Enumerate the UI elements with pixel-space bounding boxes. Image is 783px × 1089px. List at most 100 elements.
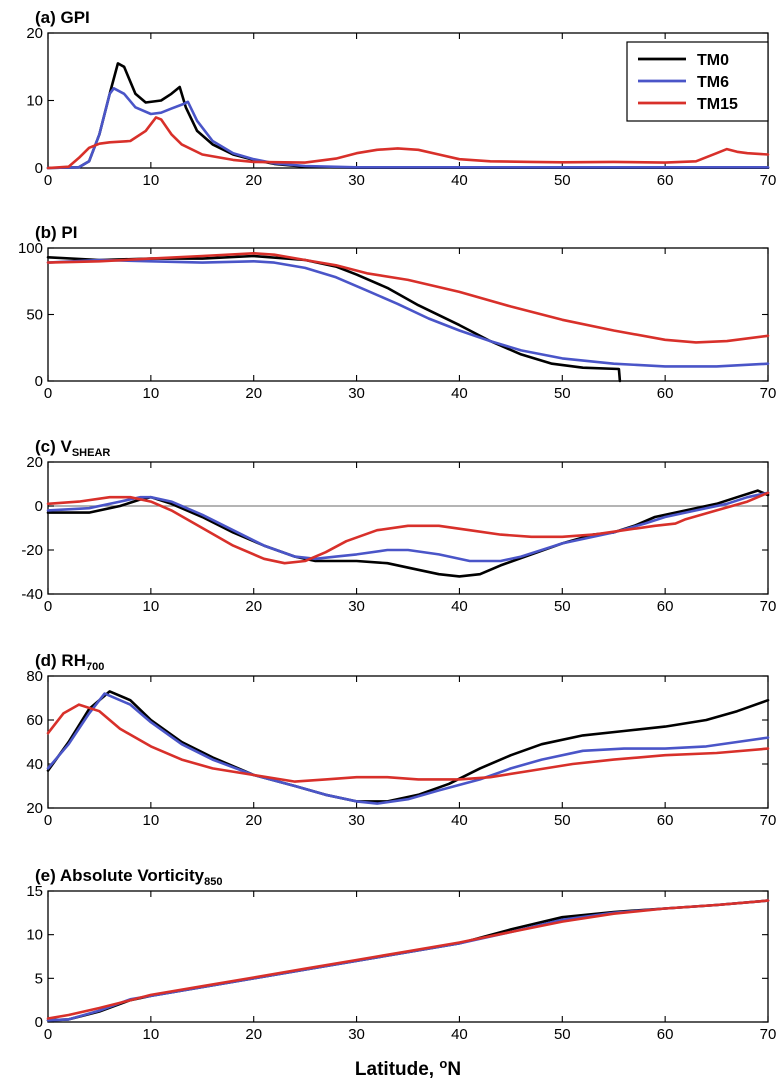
panel-title-main: (a) GPI	[35, 8, 90, 27]
y-tick-label: 80	[26, 668, 43, 685]
y-tick-label: 10	[26, 927, 43, 944]
x-tick-label: 40	[451, 385, 468, 402]
panel-3: (c) VSHEAR 0 10 20 30 40 50 60 70 -40 -20 0 20	[21, 437, 776, 615]
series-line-tm15	[46, 899, 770, 1020]
x-tick-label: 50	[554, 812, 571, 829]
x-tick-label: 70	[760, 812, 777, 829]
x-tick-label: 50	[554, 385, 571, 402]
x-tick-label: 30	[348, 812, 365, 829]
axes-frame	[47, 247, 769, 382]
x-tick-label: 10	[143, 172, 160, 189]
x-tick-label: 20	[245, 598, 262, 615]
x-tick-label: 20	[245, 812, 262, 829]
series-line-tm15	[46, 252, 770, 344]
x-tick-label: 50	[554, 172, 571, 189]
x-tick-label: 10	[143, 385, 160, 402]
x-tick-label: 70	[760, 1026, 777, 1043]
series-line-tm0	[46, 690, 770, 803]
x-tick-label: 60	[657, 812, 674, 829]
panel-title: (d) RH700	[35, 651, 104, 673]
x-tick-label: 0	[44, 172, 52, 189]
y-tick-label: 0	[35, 160, 43, 177]
panel-2: (b) PI 0 10 20 30 40 50 60 70 0 50 100	[18, 223, 776, 402]
x-tick-label: 60	[657, 172, 674, 189]
x-tick-label: 0	[44, 1026, 52, 1043]
panel-title-main: (c) V	[35, 437, 73, 456]
y-tick-label: 0	[35, 373, 43, 390]
panel-title-main: (e) Absolute Vorticity	[35, 866, 205, 885]
x-tick-label: 40	[451, 1026, 468, 1043]
panel-4: (d) RH700 0 10 20 30 40 50 60 70 20 40 60 80	[26, 651, 776, 829]
x-tick-label: 10	[143, 812, 160, 829]
series-line-tm6	[46, 491, 770, 563]
x-tick-label: 30	[348, 1026, 365, 1043]
panel-title: (b) PI	[35, 223, 78, 242]
x-tick-label: 10	[143, 1026, 160, 1043]
x-tick-label: 50	[554, 598, 571, 615]
series-line-tm6	[46, 258, 770, 368]
axes-frame	[47, 675, 769, 809]
series-line-tm15	[46, 116, 770, 170]
series-line-tm6	[46, 692, 770, 805]
x-tick-label: 50	[554, 1026, 571, 1043]
y-tick-label: 40	[26, 756, 43, 773]
y-tick-label: 60	[26, 712, 43, 729]
y-tick-label: 20	[26, 454, 43, 471]
x-tick-label: 60	[657, 385, 674, 402]
y-tick-label: 0	[35, 1014, 43, 1031]
panel-title-main: (b) PI	[35, 223, 78, 242]
y-tick-label: -40	[21, 586, 43, 603]
y-tick-label: 50	[26, 307, 43, 324]
x-tick-label: 70	[760, 172, 777, 189]
x-tick-label: 40	[451, 172, 468, 189]
x-tick-label: 60	[657, 1026, 674, 1043]
panel-title: (c) VSHEAR	[35, 437, 110, 459]
x-tick-label: 30	[348, 172, 365, 189]
legend-items: TM0 TM6 TM15	[638, 52, 738, 113]
y-tick-label: 20	[26, 800, 43, 817]
axes-frame	[47, 461, 769, 595]
y-tick-label: 20	[26, 25, 43, 42]
x-tick-label: 40	[451, 598, 468, 615]
panel-title-main: (d) RH	[35, 651, 86, 670]
legend-label-tm0: TM0	[697, 52, 729, 69]
x-tick-label: 70	[760, 598, 777, 615]
legend-label-tm15: TM15	[697, 96, 738, 113]
series-line-tm0	[46, 899, 770, 1022]
y-tick-label: 5	[35, 970, 43, 987]
x-tick-label: 20	[245, 172, 262, 189]
legend: TM0 TM6 TM15	[626, 41, 769, 122]
series-line-tm0	[46, 489, 770, 578]
x-tick-label: 10	[143, 598, 160, 615]
y-tick-label: 15	[26, 883, 43, 900]
x-axis-label: Latitude, oN	[355, 1056, 461, 1080]
axes-frame	[47, 890, 769, 1023]
x-tick-label: 60	[657, 598, 674, 615]
y-tick-label: 0	[35, 498, 43, 515]
y-tick-label: 100	[18, 240, 43, 257]
x-tick-label: 0	[44, 385, 52, 402]
series-line-tm6	[46, 899, 770, 1022]
x-tick-label: 0	[44, 598, 52, 615]
series-line-tm15	[46, 703, 770, 783]
panel-title-subscript: 850	[204, 876, 222, 888]
y-tick-label: -20	[21, 542, 43, 559]
series-line-tm15	[46, 491, 770, 565]
y-tick-label: 10	[26, 93, 43, 110]
x-tick-label: 70	[760, 385, 777, 402]
panel-title-subscript: SHEAR	[72, 447, 111, 459]
panel-title: (e) Absolute Vorticity850	[35, 866, 222, 888]
x-tick-label: 20	[245, 1026, 262, 1043]
x-tick-label: 30	[348, 598, 365, 615]
panel-title-subscript: 700	[86, 661, 104, 673]
panel-title: (a) GPI	[35, 8, 90, 27]
x-tick-label: 30	[348, 385, 365, 402]
legend-label-tm6: TM6	[697, 74, 729, 91]
x-tick-label: 0	[44, 812, 52, 829]
series-line-tm0	[46, 254, 622, 383]
x-tick-label: 20	[245, 385, 262, 402]
x-tick-label: 40	[451, 812, 468, 829]
